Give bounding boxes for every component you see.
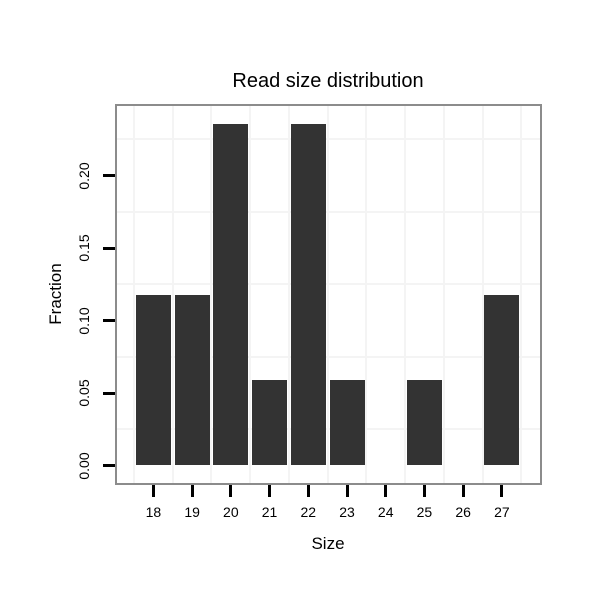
x-tick-label: 18 [145,504,162,520]
y-axis-title: Fraction [46,263,65,325]
x-tick-label: 22 [300,504,317,520]
bar-size-27 [484,294,520,466]
x-tick [151,485,155,497]
minor-gridline-horizontal [117,210,540,213]
x-tick [190,485,194,497]
minor-gridline-vertical [481,106,484,483]
y-tick [103,464,115,467]
y-tick [103,391,115,395]
x-tick-label: 21 [261,504,278,520]
x-tick-label: 19 [184,504,200,520]
x-tick [461,485,465,497]
y-tick-label: 0.00 [76,451,92,480]
y-tick-label: 0.05 [76,379,92,407]
minor-gridline-vertical [249,106,252,483]
bar-size-20 [213,124,249,466]
minor-gridline-horizontal [117,283,540,286]
minor-gridline-vertical [133,106,136,483]
minor-gridline-vertical [326,106,329,483]
y-tick-label: 0.15 [76,234,92,262]
x-tick [345,485,349,497]
minor-gridline-horizontal [117,355,540,358]
x-tick [384,485,388,497]
bar-size-19 [174,294,210,466]
x-axis-title: Size [311,534,345,553]
x-tick-label: 25 [416,504,433,520]
y-tick-label: 0.20 [76,161,92,190]
minor-gridline-horizontal [117,428,540,431]
minor-gridline-vertical [404,106,407,483]
x-tick [306,485,310,497]
x-tick [229,485,233,497]
x-tick-label: 26 [455,504,471,520]
plot-panel [115,104,542,485]
y-tick [103,319,115,322]
bar-size-23 [329,380,365,466]
x-tick [268,485,272,497]
chart-title: Read size distribution [232,70,424,92]
x-tick-label: 27 [494,504,510,520]
minor-gridline-vertical [520,106,523,483]
x-tick-label: 23 [339,504,355,520]
x-tick [422,485,426,497]
bar-size-21 [252,380,288,466]
y-tick [103,174,115,177]
minor-gridline-vertical [365,106,368,483]
x-tick-label: 20 [223,504,239,520]
minor-gridline-vertical [287,106,290,483]
minor-gridline-vertical [171,106,174,483]
minor-gridline-vertical [442,106,445,483]
y-tick [103,246,115,250]
bar-size-25 [406,380,442,466]
y-tick-label: 0.10 [76,306,92,335]
minor-gridline-horizontal [117,138,540,141]
minor-gridline-vertical [210,106,213,483]
bar-size-22 [290,124,326,466]
x-tick [500,485,504,497]
bar-size-18 [135,294,171,466]
x-tick-label: 24 [377,504,394,520]
